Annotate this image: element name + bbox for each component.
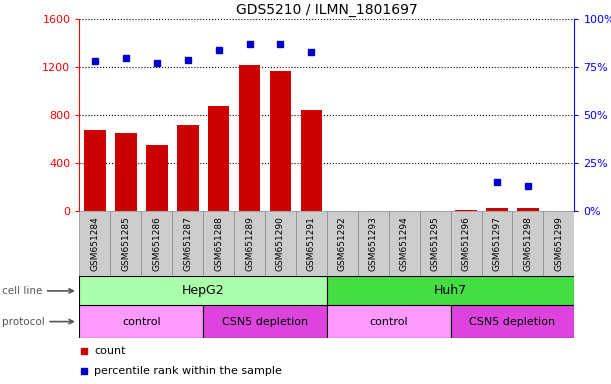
Text: Huh7: Huh7 (434, 285, 467, 297)
Bar (424, 210, 446, 211)
Bar (265, 211, 296, 276)
Bar (301, 111, 322, 211)
Text: control: control (370, 316, 408, 327)
Text: cell line: cell line (2, 286, 73, 296)
Text: GSM651284: GSM651284 (90, 217, 100, 271)
Bar (450, 211, 481, 276)
Bar (486, 208, 508, 211)
Text: GSM651285: GSM651285 (122, 217, 130, 271)
Text: GSM651288: GSM651288 (214, 217, 223, 271)
Bar (234, 211, 265, 276)
Bar (548, 210, 569, 211)
Bar (79, 305, 203, 338)
Bar (172, 211, 203, 276)
Bar (203, 211, 234, 276)
Bar (393, 210, 415, 211)
Title: GDS5210 / ILMN_1801697: GDS5210 / ILMN_1801697 (236, 3, 418, 17)
Bar (141, 211, 172, 276)
Text: percentile rank within the sample: percentile rank within the sample (94, 366, 282, 376)
Bar (481, 211, 513, 276)
Bar (420, 211, 450, 276)
Text: CSN5 depletion: CSN5 depletion (469, 316, 555, 327)
Bar (115, 133, 137, 211)
Bar (513, 211, 543, 276)
Bar (358, 211, 389, 276)
Text: control: control (122, 316, 161, 327)
Text: CSN5 depletion: CSN5 depletion (222, 316, 308, 327)
Text: GSM651289: GSM651289 (245, 217, 254, 271)
Bar (455, 210, 477, 211)
Text: GSM651294: GSM651294 (400, 217, 409, 271)
Bar (79, 211, 111, 276)
Bar (84, 130, 106, 211)
Bar (79, 276, 327, 305)
Bar (327, 305, 450, 338)
Text: GSM651293: GSM651293 (369, 217, 378, 271)
Text: count: count (94, 346, 126, 356)
Bar (177, 125, 199, 211)
Text: GSM651296: GSM651296 (461, 217, 470, 271)
Text: GSM651298: GSM651298 (524, 217, 532, 271)
Bar (450, 305, 574, 338)
Bar (362, 210, 384, 211)
Text: HepG2: HepG2 (182, 285, 224, 297)
Text: GSM651286: GSM651286 (152, 217, 161, 271)
Bar (203, 305, 327, 338)
Bar (296, 211, 327, 276)
Bar (269, 71, 291, 211)
Text: GSM651295: GSM651295 (431, 217, 440, 271)
Bar (332, 210, 353, 211)
Bar (517, 208, 539, 211)
Text: GSM651287: GSM651287 (183, 217, 192, 271)
Bar (208, 106, 230, 211)
Text: GSM651299: GSM651299 (554, 217, 563, 271)
Text: GSM651292: GSM651292 (338, 217, 347, 271)
Bar (146, 145, 167, 211)
Text: GSM651290: GSM651290 (276, 217, 285, 271)
Bar (327, 211, 358, 276)
Text: GSM651291: GSM651291 (307, 217, 316, 271)
Bar (327, 276, 574, 305)
Bar (111, 211, 141, 276)
Bar (543, 211, 574, 276)
Bar (389, 211, 420, 276)
Text: protocol: protocol (2, 316, 73, 327)
Text: GSM651297: GSM651297 (492, 217, 502, 271)
Bar (239, 65, 260, 211)
